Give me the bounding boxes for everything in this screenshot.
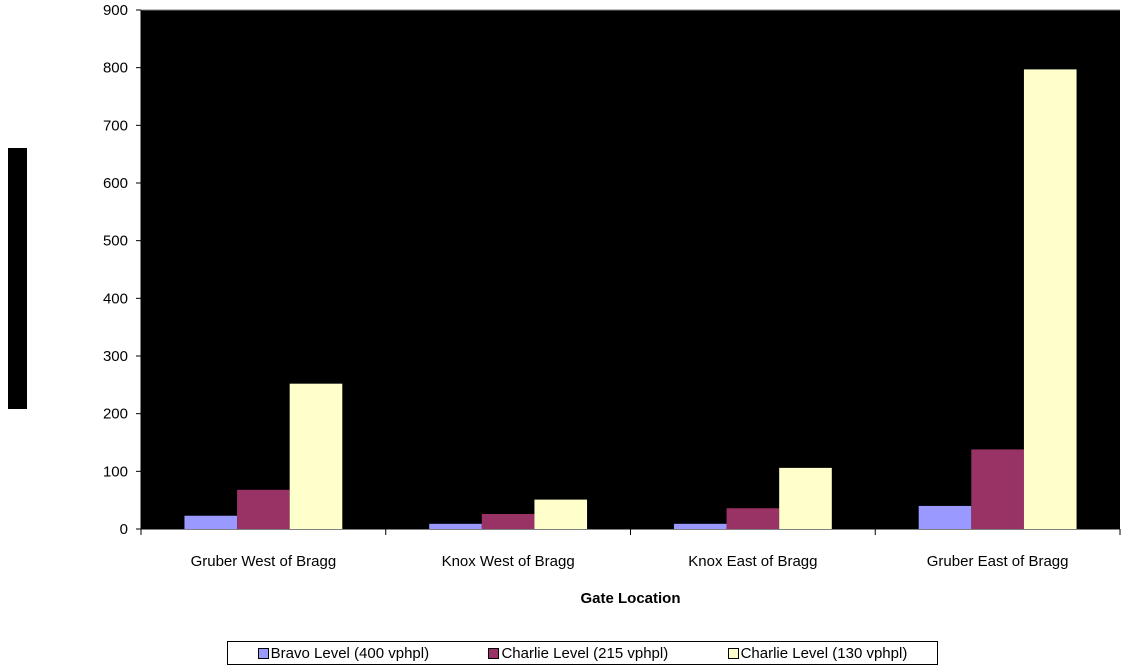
y-tick-label: 900 (103, 2, 128, 19)
bar (534, 499, 588, 529)
y-tick-label: 400 (103, 290, 128, 307)
x-tick-label: Gruber East of Bragg (927, 553, 1069, 570)
x-tick-label: Gruber West of Bragg (191, 553, 337, 570)
y-tick-label: 300 (103, 348, 128, 365)
y-tick-label: 500 (103, 233, 128, 250)
x-tick-label: Knox West of Bragg (442, 553, 575, 570)
legend-swatch-bravo-400 (257, 647, 269, 659)
y-tick-label: 800 (103, 60, 128, 77)
bar (481, 514, 535, 529)
y-axis-label-box (8, 148, 27, 409)
bar (429, 523, 482, 529)
legend-item-charlie-130: Charlie Level (130 vphpl) (727, 644, 908, 662)
x-axis-title: Gate Location (580, 590, 680, 607)
chart-legend: Bravo Level (400 vphpl) Charlie Level (2… (227, 641, 938, 665)
legend-label-charlie-130: Charlie Level (130 vphpl) (740, 644, 908, 662)
legend-item-bravo-400: Bravo Level (400 vphpl) (257, 644, 430, 662)
legend-label-charlie-215: Charlie Level (215 vphpl) (501, 644, 669, 662)
bar (1023, 69, 1077, 529)
bar-chart: 0 100 200 300 400 500 600 700 800 900 Gruber West … (103, 2, 1121, 607)
legend-item-charlie-215: Charlie Level (215 vphpl) (488, 645, 668, 662)
bar (184, 515, 238, 529)
bar (971, 449, 1024, 529)
bar (779, 467, 832, 529)
y-tick-label: 700 (103, 117, 128, 134)
legend-swatch-charlie-215 (488, 647, 500, 659)
x-tick-label: Knox East of Bragg (688, 553, 817, 570)
bar (726, 508, 780, 529)
y-tick-label: 0 (120, 521, 128, 538)
legend-label-bravo-400: Bravo Level (400 vphpl) (270, 644, 430, 662)
y-tick-label: 600 (103, 175, 128, 192)
bar (918, 505, 972, 529)
legend-swatch-charlie-130 (727, 647, 739, 659)
bar (673, 523, 727, 529)
bar (237, 489, 290, 529)
y-tick-label: 200 (103, 406, 128, 423)
bar (289, 383, 343, 529)
y-tick-label: 100 (103, 463, 128, 480)
